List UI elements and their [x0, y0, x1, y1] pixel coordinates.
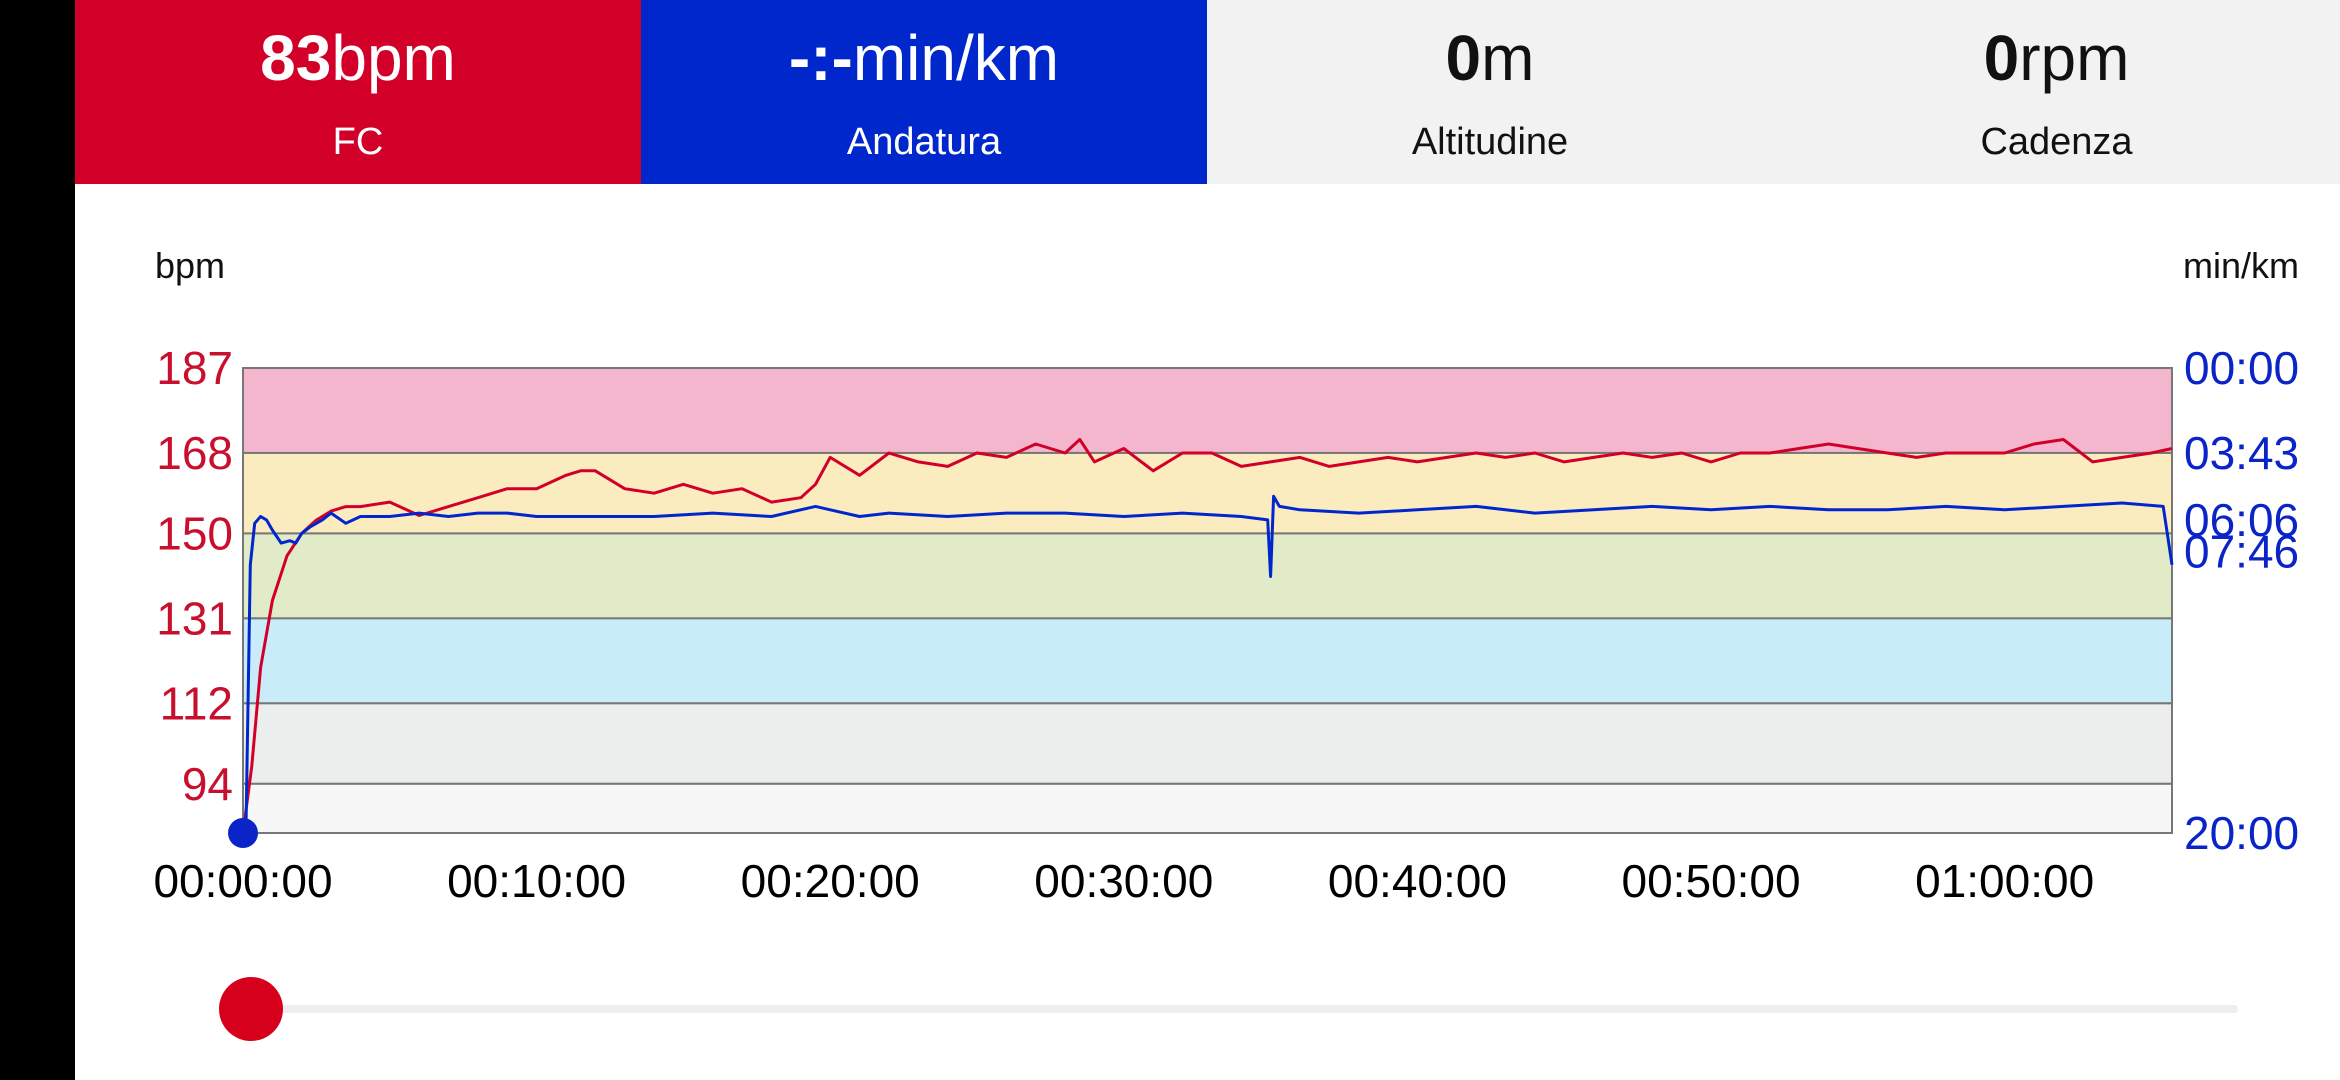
cadence-metric-tile[interactable]: 0rpm Cadenza [1773, 0, 2340, 184]
cadence-label: Cadenza [1980, 121, 2133, 163]
left-axis-unit: bpm [155, 245, 225, 286]
timeline-slider-thumb[interactable] [219, 977, 283, 1041]
left-tick-4: 112 [160, 677, 233, 729]
pace-value: -:-min/km [788, 22, 1060, 94]
x-tick-4: 00:40:00 [1328, 855, 1507, 907]
heart-rate-metric-tile[interactable]: 83bpm FC [75, 0, 641, 184]
zone-band-4 [242, 617, 2173, 705]
right-tick-4: 20:00 [2184, 807, 2299, 859]
zone-band-1 [242, 367, 2173, 454]
zone-band-6 [242, 782, 2173, 835]
timeline-slider-track[interactable] [253, 1005, 2238, 1013]
pace-series [243, 494, 2174, 835]
cadence-value: 0rpm [1983, 22, 2130, 94]
heart-rate-label: FC [332, 121, 384, 163]
workout-detail-screen: 83bpm FC -:-min/km Andatura 0m Altitudin… [75, 0, 2340, 1080]
right-tick-3: 07:46 [2184, 525, 2299, 577]
left-tick-1: 168 [156, 427, 233, 479]
right-tick-2: 06:06 [2184, 494, 2299, 546]
pace-metric-tile[interactable]: -:-min/km Andatura [641, 0, 1207, 184]
x-tick-0: 00:00:00 [153, 855, 332, 907]
altitude-metric-tile[interactable]: 0m Altitudine [1207, 0, 1773, 184]
x-tick-6: 01:00:00 [1915, 855, 2094, 907]
left-tick-5: 94 [182, 758, 233, 810]
heart-rate-series [241, 438, 2173, 834]
heart-rate-line [241, 438, 2173, 834]
x-tick-3: 00:30:00 [1034, 855, 1213, 907]
left-tick-0: 187 [156, 342, 233, 394]
left-tick-3: 131 [156, 592, 233, 644]
heart-rate-value: 83bpm [260, 22, 456, 94]
altitude-value: 0m [1445, 22, 1535, 94]
right-axis-unit: min/km [2183, 245, 2299, 286]
zone-band-5 [242, 702, 2173, 785]
pace-line [243, 494, 2174, 835]
altitude-label: Altitudine [1411, 121, 1569, 163]
x-tick-1: 00:10:00 [447, 855, 626, 907]
heart-rate-zones [242, 367, 2173, 835]
x-axis-ticks: 00:00:00 00:10:00 00:20:00 00:30:00 00:40:00… [153, 855, 2094, 907]
right-tick-0: 00:00 [2184, 342, 2299, 394]
zone-band-3 [242, 532, 2173, 620]
zone-band-2 [242, 451, 2173, 535]
left-tick-2: 150 [156, 507, 233, 559]
pace-label: Andatura [846, 121, 1002, 163]
right-tick-1: 03:43 [2184, 427, 2299, 479]
left-axis-ticks: 187 168 150 131 112 94 [156, 342, 233, 810]
x-tick-5: 00:50:00 [1622, 855, 1801, 907]
x-tick-2: 00:20:00 [741, 855, 920, 907]
start-marker [228, 818, 258, 848]
